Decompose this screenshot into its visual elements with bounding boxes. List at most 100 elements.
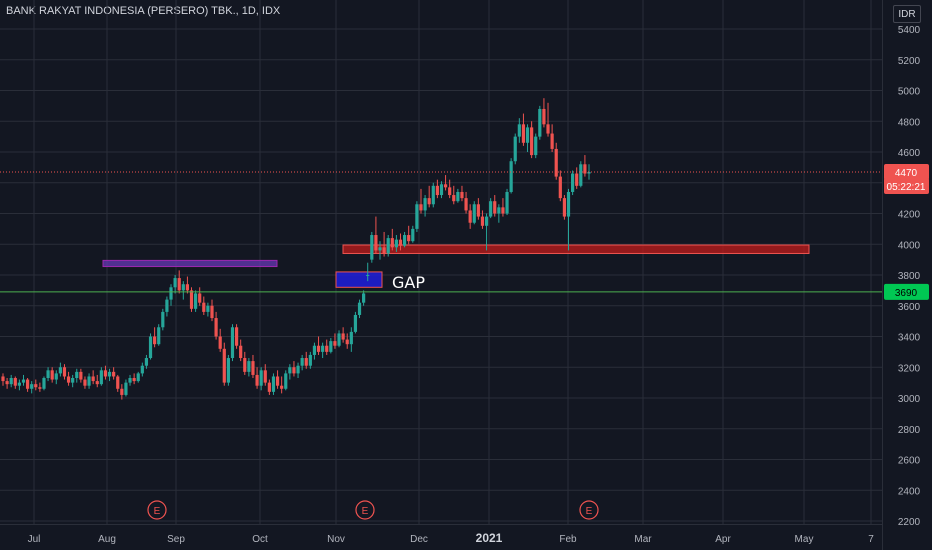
candle-down xyxy=(222,342,226,386)
candle-up xyxy=(173,275,177,294)
candle-body xyxy=(562,198,567,217)
candle-up xyxy=(161,308,165,331)
candle-up xyxy=(517,118,521,143)
candle-up xyxy=(194,290,198,312)
x-tick-label: Jul xyxy=(28,534,41,545)
candle-down xyxy=(575,167,579,189)
countdown-label: 05:22:21 xyxy=(884,177,929,194)
candle-body xyxy=(165,299,169,312)
candle-down xyxy=(255,367,259,389)
y-tick-label: 3600 xyxy=(898,302,921,313)
candle-down xyxy=(501,198,505,217)
candle-body xyxy=(17,382,21,386)
candle-up xyxy=(362,290,366,306)
candle-down xyxy=(50,367,54,383)
candle-up xyxy=(30,381,34,394)
candle-down xyxy=(132,373,136,385)
candle-down xyxy=(34,379,38,391)
candle-down xyxy=(38,382,42,392)
candle-body xyxy=(407,235,411,242)
candle-down xyxy=(558,170,562,202)
currency-button[interactable]: IDR xyxy=(893,5,921,23)
candle-down xyxy=(325,339,329,355)
candle-down xyxy=(583,155,587,177)
candle-body xyxy=(132,378,136,382)
candle-down xyxy=(443,175,448,191)
candle-up xyxy=(337,330,341,348)
candle-body xyxy=(456,191,460,202)
candle-down xyxy=(116,374,120,392)
chart-title: BANK RAKYAT INDONESIA (PERSERO) TBK., 1D… xyxy=(6,5,281,17)
candle-body xyxy=(128,378,132,383)
candle-up xyxy=(370,231,374,263)
candle-body xyxy=(267,382,271,392)
candle-body xyxy=(325,345,329,352)
candle-body xyxy=(124,382,128,395)
candle-body xyxy=(431,185,435,205)
candle-down xyxy=(382,231,386,257)
candle-body xyxy=(181,284,185,291)
candle-body xyxy=(161,311,165,328)
candle-body xyxy=(34,384,38,388)
x-tick-label: Apr xyxy=(715,534,731,545)
candle-up xyxy=(128,374,132,386)
candle-up xyxy=(54,370,58,385)
candle-body xyxy=(550,133,554,149)
candle-body xyxy=(357,302,362,315)
y-tick-label: 4200 xyxy=(898,210,921,221)
candle-down xyxy=(62,364,67,380)
candle-up xyxy=(513,133,517,165)
candle-down xyxy=(185,276,190,294)
candle-down xyxy=(530,121,534,159)
candle-body xyxy=(169,287,173,300)
candle-down xyxy=(480,210,485,229)
line-price-label-text: 3690 xyxy=(895,288,918,299)
candle-body xyxy=(62,367,67,377)
candle-body xyxy=(341,333,345,340)
x-tick-label: Feb xyxy=(559,534,577,545)
candle-up xyxy=(284,370,288,391)
candle-body xyxy=(50,370,54,380)
candle-up xyxy=(423,195,427,217)
resistance-zone-purple xyxy=(102,259,278,268)
candle-down xyxy=(345,333,349,349)
candle-up xyxy=(21,374,26,386)
candle-body xyxy=(398,239,403,246)
candle-up xyxy=(349,327,353,352)
candle-body xyxy=(292,367,296,374)
candle-up xyxy=(439,181,444,199)
candle-body xyxy=(222,348,226,383)
candle-body xyxy=(251,361,255,375)
candle-up xyxy=(566,188,571,251)
candle-body xyxy=(304,358,308,366)
candle-body xyxy=(390,238,394,248)
candle-up xyxy=(394,235,398,252)
y-tick-label: 2600 xyxy=(898,456,921,467)
candle-body xyxy=(448,187,452,196)
y-tick-label: 4800 xyxy=(898,117,921,128)
candle-body xyxy=(423,198,427,211)
gap-label: GAP xyxy=(392,273,425,292)
earnings-marker-circle xyxy=(355,500,375,520)
line-price-label-bg xyxy=(884,283,929,300)
y-tick-label: 2400 xyxy=(898,486,921,497)
candle-down xyxy=(79,368,83,383)
candle-body xyxy=(443,184,448,188)
candle-body xyxy=(75,371,79,379)
y-tick-label: 5000 xyxy=(898,87,921,98)
candle-body xyxy=(394,239,398,248)
candle-up xyxy=(411,225,415,243)
candle-up xyxy=(579,161,583,188)
candle-down xyxy=(464,191,468,214)
candle-up xyxy=(136,371,140,383)
candle-up xyxy=(534,133,538,159)
candle-body xyxy=(402,235,407,246)
candle-down xyxy=(112,367,116,380)
candle-body xyxy=(226,358,230,383)
x-tick-label: Aug xyxy=(98,534,116,545)
x-tick-label: 2021 xyxy=(476,531,503,545)
candle-body xyxy=(349,331,353,345)
candle-up xyxy=(87,373,91,389)
candle-body xyxy=(542,108,546,125)
